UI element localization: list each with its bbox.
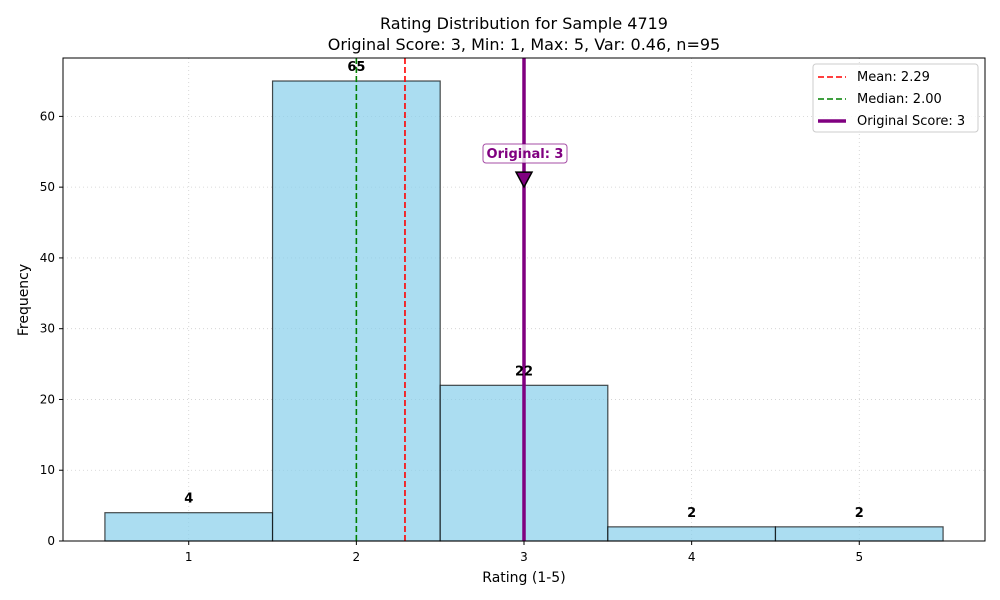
data-label: 2 <box>855 506 864 521</box>
y-axis-label: Frequency <box>16 264 32 336</box>
reference-lines <box>355 58 526 541</box>
y-tick-label: 30 <box>40 322 55 336</box>
x-tick-label: 1 <box>185 550 193 564</box>
annotation-box <box>482 143 568 164</box>
legend: Mean: 2.29 Median: 2.00 Original Score: 3 <box>812 63 979 133</box>
y-tick-label: 10 <box>40 463 55 477</box>
x-tick-label: 2 <box>353 550 361 564</box>
data-label: 22 <box>515 364 533 379</box>
x-axis-label: Rating (1-5) <box>482 570 565 586</box>
legend-label: Original Score: 3 <box>857 114 965 129</box>
data-label: 65 <box>347 60 365 75</box>
chart-subtitle: Original Score: 3, Min: 1, Max: 5, Var: … <box>328 35 720 54</box>
data-label: 4 <box>184 492 193 507</box>
legend-box <box>812 63 979 133</box>
data-label: 2 <box>687 506 696 521</box>
x-tick-label: 5 <box>855 550 863 564</box>
x-tick-label: 3 <box>520 550 528 564</box>
x-axis: 1 2 3 4 5 <box>185 541 863 564</box>
y-tick-label: 50 <box>40 180 55 194</box>
y-tick-label: 40 <box>40 251 55 265</box>
bar <box>607 526 777 542</box>
chart-title: Rating Distribution for Sample 4719 <box>380 14 668 33</box>
y-tick-label: 60 <box>40 109 55 123</box>
y-axis: 0 10 20 30 40 50 60 <box>40 109 63 548</box>
annotation-arrow <box>514 171 534 189</box>
annotation: Original: 3 <box>482 143 568 189</box>
bar <box>104 512 274 542</box>
legend-label: Mean: 2.29 <box>857 70 930 85</box>
bar <box>774 526 944 542</box>
legend-label: Median: 2.00 <box>857 92 942 107</box>
annotation-text: Original: 3 <box>487 147 564 162</box>
y-tick-label: 20 <box>40 392 55 406</box>
y-tick-label: 0 <box>47 534 55 548</box>
x-tick-label: 4 <box>688 550 696 564</box>
